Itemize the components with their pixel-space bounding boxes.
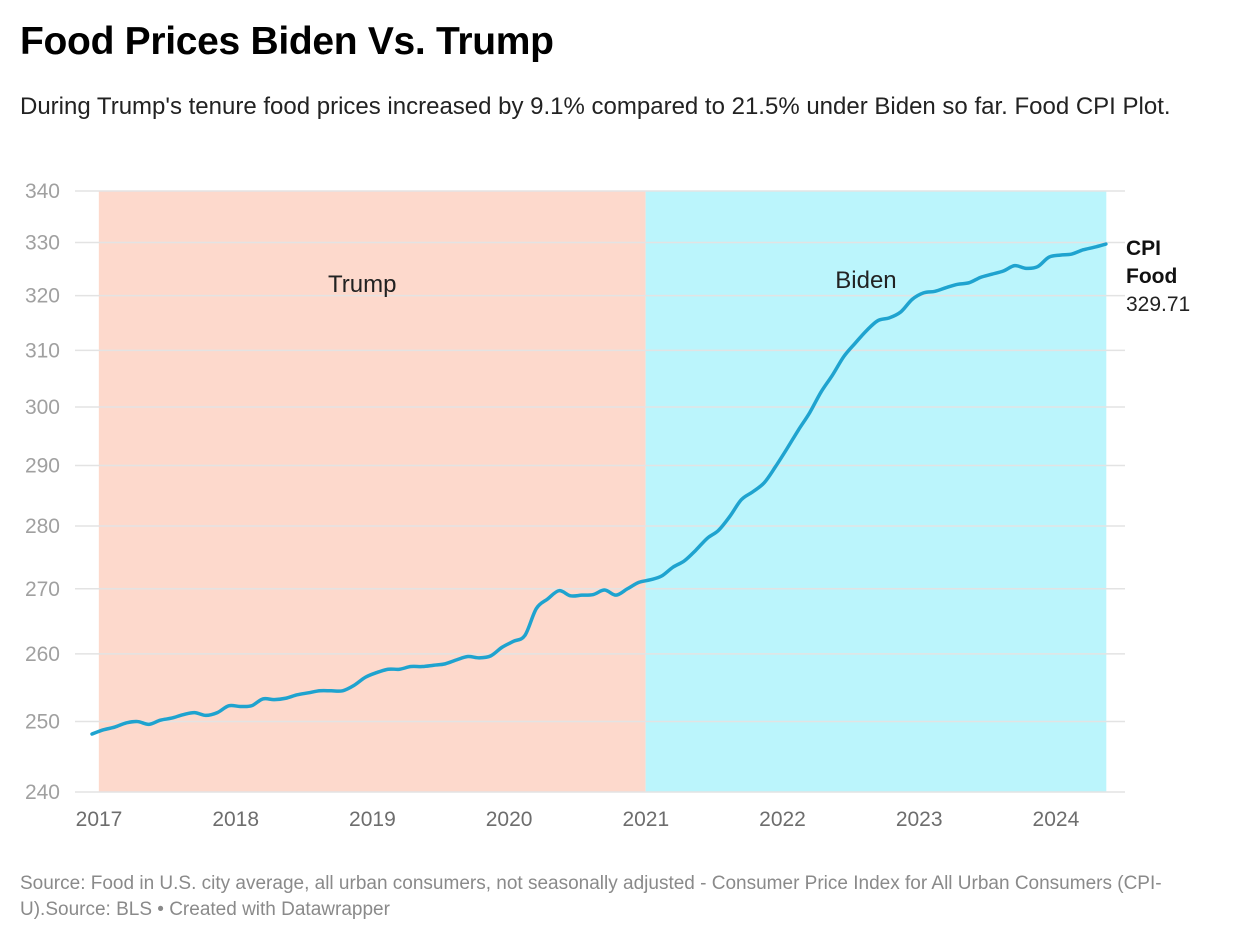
- x-tick-label: 2021: [622, 808, 669, 831]
- y-tick-label: 270: [25, 578, 60, 601]
- y-tick-label: 310: [25, 339, 60, 362]
- end-label-name-line1: CPI: [1126, 237, 1161, 260]
- period-bands: [98, 191, 1107, 792]
- y-tick-label: 300: [25, 396, 60, 419]
- y-tick-label: 320: [25, 285, 60, 308]
- gridlines: [75, 190, 1125, 793]
- series-lines: [90, 242, 1108, 736]
- y-tick-label: 250: [25, 711, 60, 734]
- x-tick-label: 2020: [486, 808, 533, 831]
- band-trump: [98, 191, 646, 792]
- series-line-cpi-food: [90, 242, 1108, 736]
- x-tick-label: 2018: [212, 808, 259, 831]
- x-tick-label: 2022: [759, 808, 806, 831]
- x-tick-label: 2017: [76, 808, 123, 831]
- y-tick-label: 260: [25, 643, 60, 666]
- chart-subtitle: During Trump's tenure food prices increa…: [20, 93, 1171, 120]
- x-tick-label: 2024: [1033, 808, 1080, 831]
- chart-title: Food Prices Biden Vs. Trump: [20, 20, 554, 63]
- band-biden: [645, 191, 1107, 792]
- x-axis-ticks: 2017 2018 2019 2020 2021 2022 2023 2024: [76, 808, 1080, 831]
- y-tick-label: 330: [25, 232, 60, 255]
- end-label-name-line2: Food: [1126, 265, 1177, 288]
- source-footer: Source: Food in U.S. city average, all u…: [20, 873, 1162, 920]
- y-axis-ticks: 340 330 320 310 300 290 280 270 260 250 240: [25, 180, 60, 804]
- period-band-labels: Trump Biden: [328, 267, 897, 298]
- band-label-trump: Trump: [328, 271, 396, 298]
- y-tick-label: 240: [25, 781, 60, 804]
- y-tick-label: 340: [25, 180, 60, 203]
- band-label-biden: Biden: [835, 267, 896, 294]
- x-tick-label: 2023: [896, 808, 943, 831]
- end-label-value: 329.71: [1126, 293, 1190, 316]
- y-tick-label: 290: [25, 454, 60, 477]
- x-tick-label: 2019: [349, 808, 396, 831]
- end-labels: CPI Food 329.71: [1126, 237, 1190, 316]
- y-tick-label: 280: [25, 515, 60, 538]
